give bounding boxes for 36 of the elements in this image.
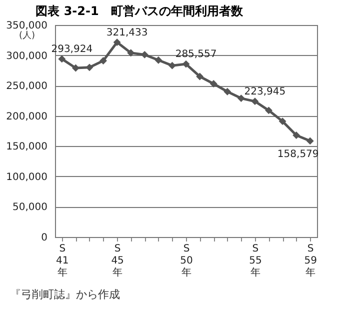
point [182,60,190,68]
x-tick-label: S 50 年 [180,244,193,278]
y-tick-label: 50,000 [12,202,48,214]
x-tick-label: S 55 年 [249,244,262,278]
point [100,57,107,64]
x-tick-label: S 45 年 [111,244,124,278]
point [224,88,232,96]
x-tick-label: S 41 年 [56,244,69,278]
point [210,80,218,88]
y-tick-label: 200,000 [6,111,48,122]
data-label: 223,945 [244,86,286,98]
point [168,62,176,70]
data-label: 321,433 [106,27,148,38]
point [265,106,272,114]
y-tick-label: 0 [41,232,48,244]
point [237,94,245,102]
point [113,38,121,46]
point [72,64,80,72]
point [127,49,135,57]
point [196,72,204,80]
point [251,98,259,106]
point [58,55,66,63]
y-tick-label: 300,000 [6,50,48,62]
y-axis-title: (人) [18,30,36,41]
chart-title: 図表 3-2-1 町営バスの年間利用者数 [36,4,244,18]
y-tick-label: 100,000 [6,172,48,183]
point [278,118,286,126]
y-tick-label: 350,000 [6,20,48,32]
y-tick-label: 150,000 [6,142,48,153]
point [306,137,314,145]
point [86,64,94,72]
y-tick-label: 250,000 [6,81,48,92]
x-tick-label: S 59 年 [304,244,317,278]
text: 『弓削町誌』から作成 [10,288,120,301]
point [292,132,300,139]
point [154,56,162,64]
